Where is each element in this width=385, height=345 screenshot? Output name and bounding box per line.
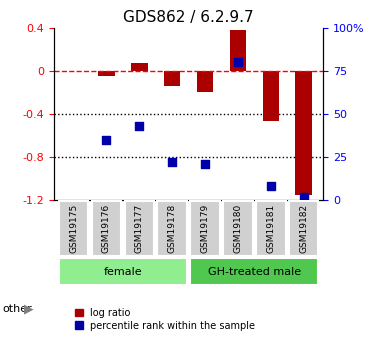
Text: GSM19181: GSM19181 (266, 204, 275, 253)
Text: GSM19178: GSM19178 (168, 204, 177, 253)
FancyBboxPatch shape (59, 258, 187, 285)
Point (235, 59, 241, 65)
Bar (98, 71, 115, 76)
Text: GH-treated male: GH-treated male (208, 267, 301, 277)
FancyBboxPatch shape (157, 201, 187, 256)
Bar (263, 71, 279, 121)
Text: GSM19176: GSM19176 (102, 204, 111, 253)
FancyBboxPatch shape (190, 201, 220, 256)
FancyBboxPatch shape (125, 201, 154, 256)
Point (202, 161, 208, 167)
Bar (295, 71, 312, 195)
Text: GSM19179: GSM19179 (201, 204, 209, 253)
Text: GSM19180: GSM19180 (233, 204, 243, 253)
Legend: log ratio, percentile rank within the sample: log ratio, percentile rank within the sa… (75, 308, 256, 331)
Text: GSM19177: GSM19177 (135, 204, 144, 253)
Title: GDS862 / 6.2.9.7: GDS862 / 6.2.9.7 (123, 10, 254, 25)
Text: ▶: ▶ (24, 302, 33, 315)
FancyBboxPatch shape (190, 258, 318, 285)
Text: female: female (104, 267, 142, 277)
Point (136, 123, 142, 129)
FancyBboxPatch shape (59, 201, 89, 256)
Bar (131, 63, 147, 71)
Point (104, 137, 110, 142)
Bar (230, 30, 246, 71)
FancyBboxPatch shape (289, 201, 318, 256)
Point (268, 184, 274, 189)
Text: other: other (2, 304, 32, 314)
Point (301, 194, 307, 199)
Bar (164, 71, 181, 86)
FancyBboxPatch shape (223, 201, 253, 256)
Text: GSM19175: GSM19175 (69, 204, 78, 253)
Text: GSM19182: GSM19182 (299, 204, 308, 253)
Point (169, 159, 175, 165)
FancyBboxPatch shape (256, 201, 286, 256)
Bar (197, 71, 213, 92)
FancyBboxPatch shape (92, 201, 121, 256)
